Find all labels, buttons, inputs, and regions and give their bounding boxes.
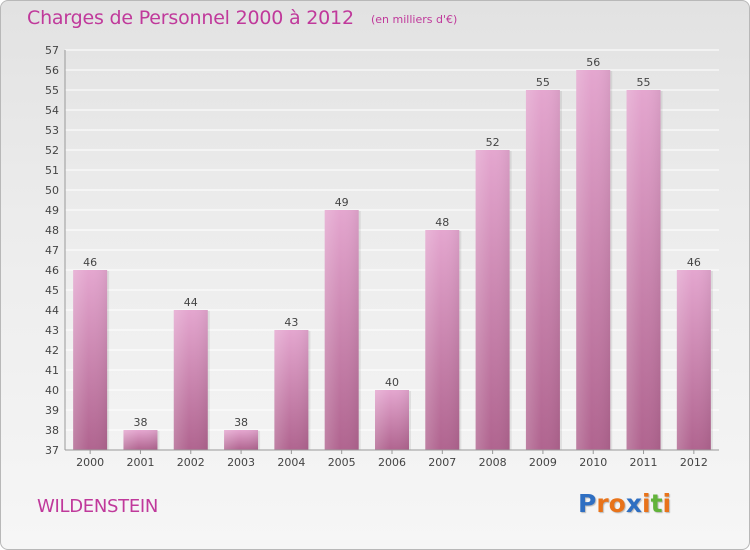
y-tick-label: 50: [45, 184, 59, 197]
y-tick-label: 47: [45, 244, 59, 257]
logo-letter: t: [650, 489, 663, 518]
data-label: 49: [335, 196, 349, 209]
x-tick-label: 2006: [378, 456, 406, 469]
data-label: 46: [83, 256, 97, 269]
y-tick-label: 38: [45, 424, 59, 437]
data-label: 43: [284, 316, 298, 329]
bar-highlight: [525, 90, 560, 450]
y-tick-label: 40: [45, 384, 59, 397]
bar-highlight: [324, 210, 359, 450]
x-tick-label: 2001: [126, 456, 154, 469]
x-tick-label: 2003: [227, 456, 255, 469]
data-label: 52: [486, 136, 500, 149]
logo-letter: x: [625, 489, 642, 518]
y-tick-label: 39: [45, 404, 59, 417]
data-label: 38: [133, 416, 147, 429]
chart-subtitle: (en milliers d'€): [371, 13, 458, 26]
y-tick-label: 53: [45, 124, 59, 137]
y-tick-label: 56: [45, 64, 59, 77]
data-label: 56: [586, 56, 600, 69]
logo-letter: i: [662, 489, 672, 518]
bar-highlight: [224, 430, 259, 450]
y-tick-label: 46: [45, 264, 59, 277]
y-tick-label: 37: [45, 444, 59, 457]
x-tick-label: 2002: [177, 456, 205, 469]
y-tick-label: 57: [45, 44, 59, 57]
bar-highlight: [475, 150, 510, 450]
place-name: WILDENSTEIN: [37, 496, 159, 517]
y-tick-label: 52: [45, 144, 59, 157]
data-label: 55: [536, 76, 550, 89]
y-tick-label: 51: [45, 164, 59, 177]
data-label: 46: [687, 256, 701, 269]
bar-highlight: [626, 90, 661, 450]
data-label: 38: [234, 416, 248, 429]
x-tick-label: 2011: [630, 456, 658, 469]
bar-highlight: [123, 430, 158, 450]
bar-highlight: [274, 330, 309, 450]
chart-title: Charges de Personnel 2000 à 2012: [27, 7, 354, 29]
y-tick-label: 55: [45, 84, 59, 97]
data-label: 44: [184, 296, 198, 309]
logo-letter: r: [596, 489, 609, 518]
x-tick-label: 2008: [479, 456, 507, 469]
y-tick-label: 41: [45, 364, 59, 377]
x-tick-label: 2009: [529, 456, 557, 469]
logo-letter: P: [578, 489, 597, 518]
data-label: 55: [637, 76, 651, 89]
y-tick-label: 45: [45, 284, 59, 297]
bar-highlight: [576, 70, 611, 450]
y-tick-label: 43: [45, 324, 59, 337]
x-tick-label: 2012: [680, 456, 708, 469]
x-tick-label: 2010: [579, 456, 607, 469]
data-label: 40: [385, 376, 399, 389]
bar-highlight: [375, 390, 409, 450]
bar-highlight: [676, 270, 711, 450]
y-tick-label: 42: [45, 344, 59, 357]
y-tick-label: 54: [45, 104, 59, 117]
x-tick-label: 2005: [328, 456, 356, 469]
bar-highlight: [173, 310, 208, 450]
x-tick-label: 2004: [277, 456, 305, 469]
logo-letter: i: [642, 489, 651, 518]
bar-highlight: [425, 230, 460, 450]
y-tick-label: 48: [45, 224, 59, 237]
logo-letter: o: [608, 489, 626, 518]
data-label: 48: [435, 216, 449, 229]
bar-highlight: [73, 270, 108, 450]
proxiti-logo: Proxiti: [578, 489, 671, 518]
y-tick-label: 49: [45, 204, 59, 217]
x-tick-label: 2007: [428, 456, 456, 469]
x-tick-label: 2000: [76, 456, 104, 469]
y-tick-label: 44: [45, 304, 59, 317]
